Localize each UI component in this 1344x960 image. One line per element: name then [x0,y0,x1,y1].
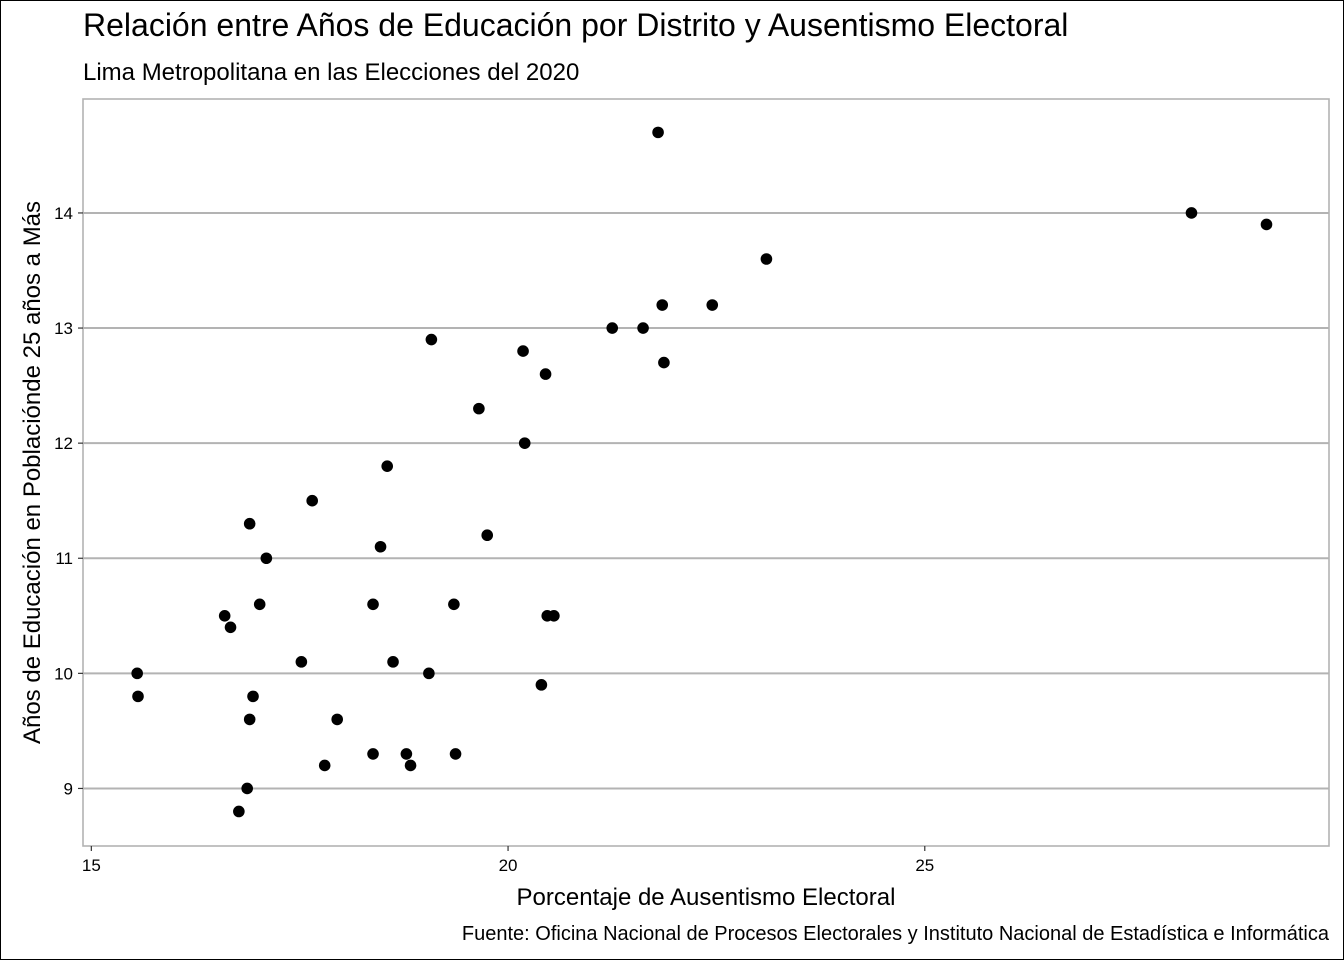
chart-caption: Fuente: Oficina Nacional de Procesos Ele… [461,923,1329,945]
data-point [1185,207,1198,219]
data-point [381,460,394,472]
data-point [132,690,144,703]
data-point [243,517,256,530]
data-point [318,759,331,772]
y-axis-label: Años de Educación en Poblaciónde 25 años… [19,201,46,744]
data-point [656,299,669,311]
data-point [423,667,435,680]
x-axis-label: Porcentaje de Ausentismo Electoral [517,884,896,911]
data-points [131,126,1273,818]
data-point [218,609,231,622]
data-point [367,598,379,611]
data-point [539,368,552,380]
data-point [233,805,245,818]
data-point [425,333,438,346]
data-point [241,782,253,795]
data-point [449,748,462,760]
data-point [1260,218,1273,231]
chart-subtitle: Lima Metropolitana en las Elecciones del… [83,59,580,86]
chart-title: Relación entre Años de Educación por Dis… [83,7,1069,43]
data-point [295,656,308,668]
y-axis: 9 10 11 12 13 14 [54,204,83,798]
data-point [131,667,143,680]
data-point [760,253,773,265]
y-tick-label: 12 [54,434,73,453]
x-axis: 15 20 25 [82,846,934,875]
data-point [374,540,387,553]
data-point [448,598,460,611]
data-point [481,529,494,542]
data-point [518,437,531,449]
data-point [517,345,529,357]
grid-lines [83,211,1329,790]
y-tick-label: 13 [54,319,73,338]
x-tick-label: 25 [915,856,934,875]
data-point [243,713,256,726]
data-point [260,552,273,565]
data-point [224,621,237,634]
data-point [404,759,417,772]
data-point [387,656,399,668]
y-tick-label: 9 [64,779,73,798]
data-point [658,356,670,369]
data-point [247,690,259,703]
data-point [637,322,649,334]
plot-panel [82,98,1330,847]
data-point [706,299,719,311]
data-point [331,713,344,726]
data-point [606,322,619,334]
y-tick-label: 10 [54,664,73,683]
data-point [400,748,413,760]
data-point [548,609,560,622]
data-point [306,494,318,507]
data-point [535,679,548,691]
data-point [652,126,664,139]
data-point [253,598,266,611]
y-tick-label: 11 [55,549,73,568]
x-tick-label: 20 [499,856,518,875]
data-point [367,748,379,760]
data-point [473,402,485,415]
y-tick-label: 14 [54,204,73,223]
x-tick-label: 15 [82,856,101,875]
